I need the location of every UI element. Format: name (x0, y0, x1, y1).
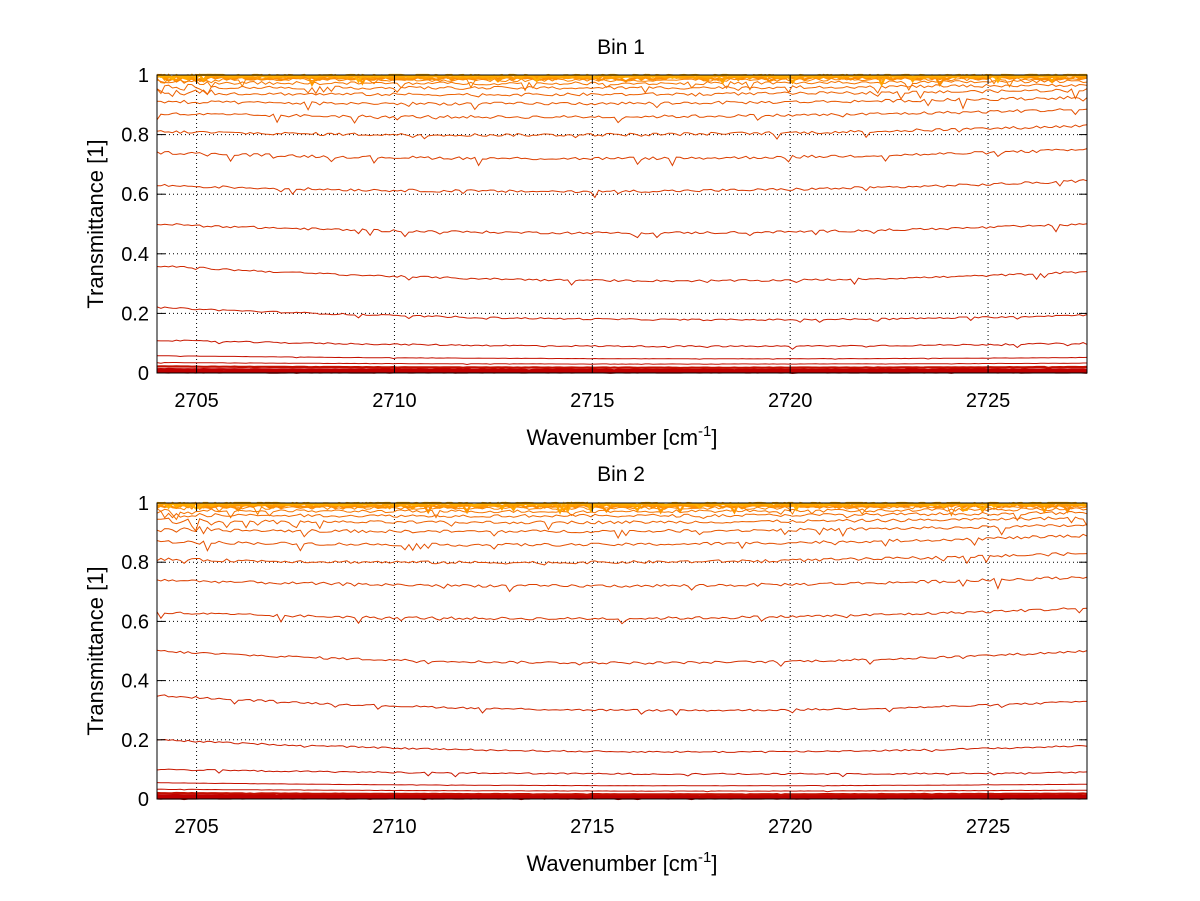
series-line (156, 552, 1088, 566)
y-tick-label: 0.8 (121, 125, 149, 147)
y-tick-label: 1 (138, 65, 149, 87)
series-line (156, 782, 1088, 787)
series-line (156, 148, 1088, 167)
x-axis-label-superscript: -1 (698, 423, 711, 440)
series-line (156, 95, 1088, 111)
series-line (156, 694, 1087, 716)
x-axis-label-close: ] (711, 425, 717, 450)
series-line (156, 88, 1088, 100)
x-tick-label: 2715 (570, 390, 615, 412)
series-line (156, 223, 1088, 239)
series-line (156, 607, 1088, 625)
x-tick-label: 2725 (966, 390, 1011, 412)
x-axis-label-main: Wavenumber [cm (526, 425, 698, 450)
x-tick-label: 2710 (372, 390, 417, 412)
x-axis-label: Wavenumber [cm-1] (526, 849, 717, 876)
series-line (156, 355, 1088, 360)
series-line (156, 533, 1088, 552)
series-line (156, 367, 1088, 372)
x-tick-label: 2720 (768, 816, 813, 838)
plot-frame (156, 74, 1088, 374)
series-line (156, 510, 1088, 522)
y-tick-label: 0.6 (121, 184, 149, 206)
x-axis-label: Wavenumber [cm-1] (526, 423, 717, 450)
x-tick-label: 2715 (570, 816, 615, 838)
ticks: 2705 2710 2715 2720 2725 0 0.2 0.4 0.6 0.8 1 (121, 65, 1087, 412)
series-line (156, 108, 1088, 124)
y-axis-label: Transmittance [1] (83, 566, 108, 735)
series-line (156, 507, 1088, 521)
ticks: 2705 2710 2715 2720 2725 0 0.2 0.4 0.6 0.8 1 (121, 493, 1087, 838)
series-group (156, 501, 1088, 801)
series-line (156, 788, 1087, 793)
series-line (156, 649, 1088, 667)
series-line (156, 768, 1088, 778)
chart-panel-bin-2: Bin 2 2705 2710 2715 2720 2725 0 0.2 0.4 0.6 0.8 1… (83, 463, 1088, 876)
y-tick-label: 0 (138, 363, 149, 385)
x-tick-label: 2710 (372, 816, 417, 838)
series-line (156, 738, 1088, 754)
series-line (156, 79, 1088, 92)
x-axis-label-superscript: -1 (698, 849, 711, 866)
series-line (156, 306, 1088, 323)
x-tick-label: 2705 (174, 390, 219, 412)
series-line (157, 516, 1088, 532)
series-line (156, 179, 1088, 199)
chart-title: Bin 2 (597, 463, 645, 486)
series-line (156, 339, 1088, 350)
series-line (156, 83, 1088, 96)
series-line (156, 265, 1088, 286)
y-tick-label: 0 (138, 789, 149, 811)
chart-panel-bin-1: Bin 1 2705 2710 2715 2720 2725 0 0.2 0.4 0.6 0.8 1… (83, 36, 1088, 450)
chart-title: Bin 1 (597, 36, 645, 59)
y-tick-label: 0.8 (121, 552, 149, 574)
y-tick-label: 0.4 (121, 244, 149, 266)
y-tick-label: 0.4 (121, 671, 149, 693)
series-line (157, 501, 1088, 514)
series-line (156, 576, 1088, 593)
y-tick-label: 0.2 (121, 303, 149, 325)
series-line (156, 124, 1088, 140)
series-line (156, 791, 1088, 797)
y-tick-label: 0.2 (121, 730, 149, 752)
series-line (156, 523, 1088, 540)
x-axis-label-main: Wavenumber [cm (526, 851, 698, 876)
series-line (156, 365, 1088, 370)
x-axis-label-close: ] (711, 851, 717, 876)
y-tick-label: 0.6 (121, 611, 149, 633)
series-line (156, 361, 1087, 366)
x-tick-label: 2725 (966, 816, 1011, 838)
x-tick-label: 2705 (174, 816, 219, 838)
plot-frame (156, 502, 1088, 800)
x-tick-label: 2720 (768, 390, 813, 412)
y-axis-label: Transmittance [1] (83, 139, 108, 308)
y-tick-label: 1 (138, 493, 149, 515)
